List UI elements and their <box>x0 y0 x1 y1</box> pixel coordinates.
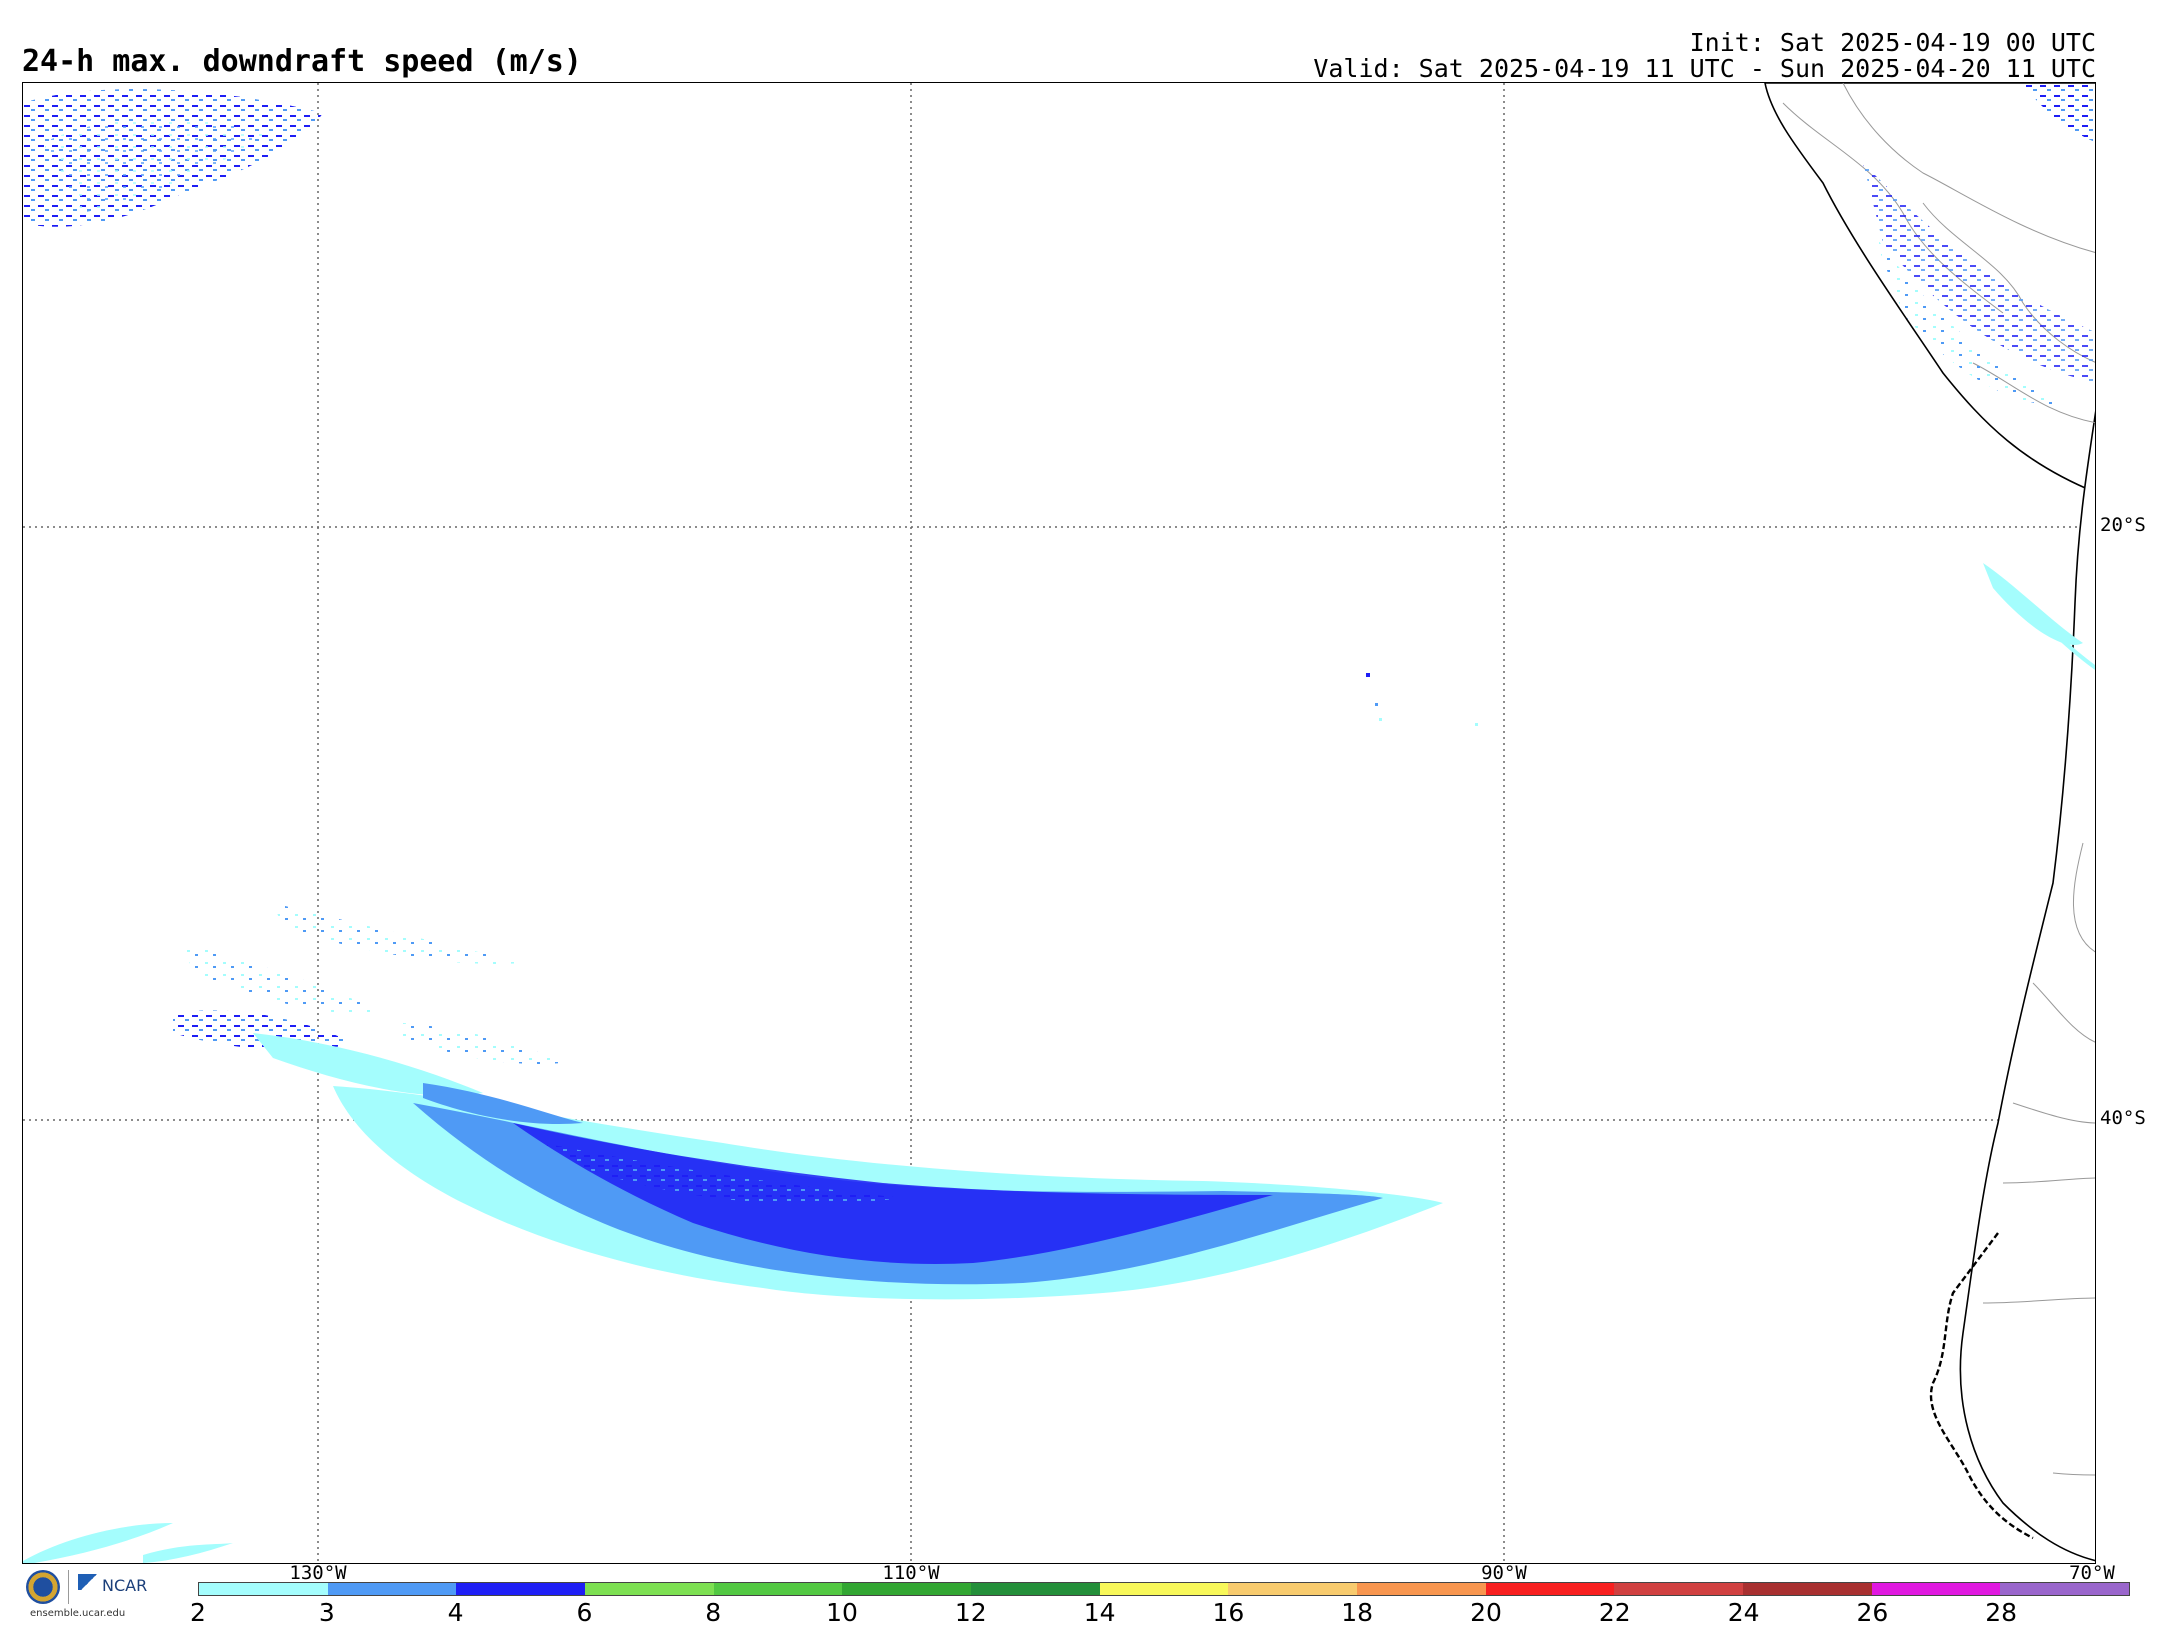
field-midocean <box>1366 673 1478 726</box>
colorbar-tick-label: 8 <box>705 1598 722 1627</box>
colorbar-segment <box>585 1583 714 1595</box>
colorbar-tick-label: 18 <box>1341 1598 1374 1627</box>
colorbar-tick-label: 28 <box>1985 1598 2018 1627</box>
colorbar-tick-label: 3 <box>318 1598 335 1627</box>
graticule <box>23 83 2095 1563</box>
colorbar-segment <box>971 1583 1100 1595</box>
logo-separator <box>68 1570 69 1604</box>
logo-url: ensemble.ucar.edu <box>30 1608 126 1619</box>
colorbar-segment <box>456 1583 586 1595</box>
colorbar-tick-label: 16 <box>1212 1598 1245 1627</box>
field-topleft <box>23 89 323 227</box>
colorbar-segment <box>1357 1583 1486 1595</box>
colorbar-segment <box>2000 1583 2130 1595</box>
lat-label-20s: 20°S <box>2100 514 2146 536</box>
colorbar-segment <box>713 1583 843 1595</box>
valid-time: Valid: Sat 2025-04-19 11 UTC - Sun 2025-… <box>1313 54 2096 83</box>
map-title: 24-h max. downdraft speed (m/s) <box>22 44 582 79</box>
field-main-band <box>173 903 1443 1300</box>
logo: NCAR ensemble.ucar.edu <box>22 1568 162 1624</box>
colorbar-segment <box>842 1583 972 1595</box>
colorbar-segment <box>1485 1583 1615 1595</box>
colorbar-tick-label: 6 <box>576 1598 593 1627</box>
map-panel <box>22 82 2096 1564</box>
south-america-land <box>1764 83 2095 1562</box>
lon-label-70w: 70°W <box>2069 1562 2115 1584</box>
colorbar-tick-label: 20 <box>1470 1598 1502 1627</box>
time-info: Init: Sat 2025-04-19 00 UTC Valid: Sat 2… <box>1313 30 2096 82</box>
colorbar-tick-label: 4 <box>447 1598 464 1627</box>
init-time: Init: Sat 2025-04-19 00 UTC <box>1689 28 2096 57</box>
lon-label-110w: 110°W <box>882 1562 940 1584</box>
colorbar-segment <box>1228 1583 1358 1595</box>
colorbar <box>198 1582 2130 1596</box>
lon-label-90w: 90°W <box>1481 1562 1527 1584</box>
colorbar-segment <box>199 1583 328 1595</box>
colorbar-tick-label: 26 <box>1856 1598 1889 1627</box>
colorbar-segment <box>327 1583 457 1595</box>
ncar-logo-icon <box>78 1574 100 1590</box>
colorbar-segment <box>1099 1583 1229 1595</box>
ncar-label: NCAR <box>102 1576 148 1595</box>
lat-label-40s: 40°S <box>2100 1107 2146 1129</box>
nsf-logo-icon <box>26 1570 60 1604</box>
colorbar-tick-label: 22 <box>1598 1598 1631 1627</box>
colorbar-tick-label: 2 <box>190 1598 206 1627</box>
map-canvas <box>23 83 2095 1563</box>
colorbar-segment <box>1614 1583 1744 1595</box>
colorbar-segment <box>1871 1583 2001 1595</box>
colorbar-tick-label: 24 <box>1727 1598 1760 1627</box>
colorbar-tick-label: 12 <box>954 1598 987 1627</box>
colorbar-tick-label: 10 <box>826 1598 858 1627</box>
field-bottomleft <box>23 1523 233 1563</box>
colorbar-tick-label: 14 <box>1083 1598 1116 1627</box>
colorbar-segment <box>1743 1583 1872 1595</box>
lon-label-130w: 130°W <box>289 1562 347 1584</box>
